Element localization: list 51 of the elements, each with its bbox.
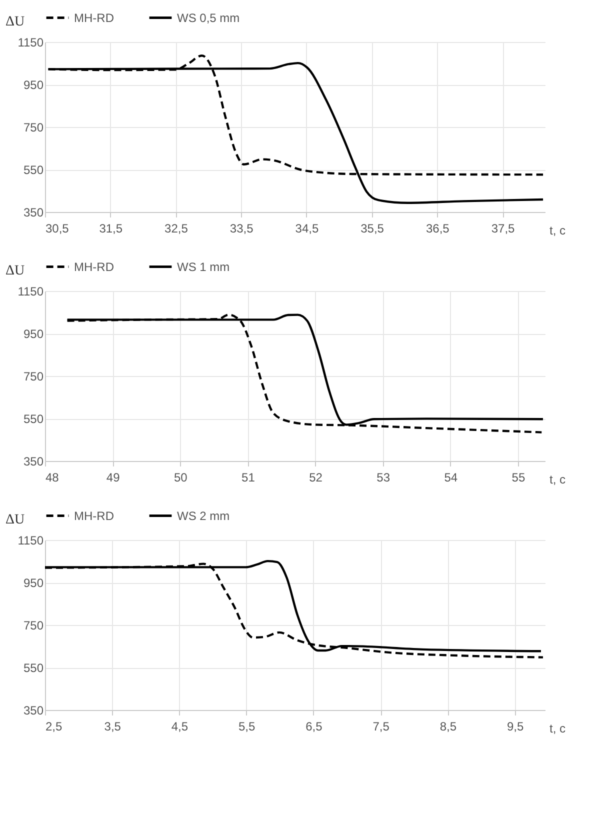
- x-tick-label: 3,5: [104, 720, 122, 734]
- x-tick-label: 51: [242, 470, 256, 484]
- x-tick-label: 6,5: [306, 720, 323, 734]
- y-tick-label: 950: [23, 78, 44, 92]
- y-tick-label: 550: [23, 661, 44, 675]
- legend-label: WS 2 mm: [177, 508, 230, 523]
- y-tick-label: 1150: [18, 534, 44, 548]
- x-tick-label: 36,5: [426, 222, 450, 236]
- y-tick-label: 950: [23, 327, 44, 341]
- x-tick-label: 34,5: [295, 222, 319, 236]
- x-tick-label: 37,5: [491, 222, 516, 236]
- x-tick-label: 55: [512, 470, 526, 484]
- x-tick-label: 54: [444, 470, 458, 484]
- x-tick-label: 33,5: [230, 222, 254, 236]
- x-tick-label: 48: [46, 470, 60, 484]
- x-tick-label: 52: [309, 470, 323, 484]
- x-tick-label: 35,5: [360, 222, 384, 236]
- legend-label: MH-RD: [74, 508, 114, 523]
- y-axis-title: ΔU: [6, 264, 25, 278]
- x-tick-label: 4,5: [171, 720, 188, 734]
- x-tick-label: 50: [174, 470, 188, 484]
- y-tick-label: 350: [23, 206, 44, 220]
- x-tick-label: 2,5: [46, 720, 63, 734]
- x-tick-label: 8,5: [440, 720, 457, 734]
- y-tick-label: 1150: [18, 284, 44, 298]
- legend-label: MH-RD: [74, 260, 114, 274]
- y-tick-label: 750: [23, 618, 44, 632]
- y-tick-label: 950: [23, 576, 44, 590]
- legend-label: WS 1 mm: [177, 260, 230, 274]
- legend-label: MH-RD: [74, 10, 114, 25]
- x-tick-label: 32,5: [164, 222, 188, 236]
- x-tick-label: 53: [376, 470, 390, 484]
- x-tick-label: 9,5: [506, 720, 524, 734]
- x-tick-label: 49: [106, 470, 120, 484]
- y-tick-label: 350: [23, 454, 44, 468]
- y-tick-label: 550: [23, 412, 44, 426]
- y-axis-title: ΔU: [6, 14, 25, 30]
- y-axis-title: ΔU: [6, 512, 25, 528]
- x-tick-label: 31,5: [99, 222, 123, 236]
- x-axis-title: t, c: [550, 224, 566, 238]
- x-tick-label: 30,5: [46, 222, 70, 236]
- legend-label: WS 0,5 mm: [177, 10, 240, 25]
- x-axis-title: t, c: [550, 472, 566, 486]
- y-tick-label: 550: [23, 163, 44, 177]
- y-tick-label: 750: [23, 120, 44, 134]
- y-tick-label: 1150: [18, 36, 44, 50]
- x-tick-label: 5,5: [238, 720, 256, 734]
- y-tick-label: 750: [23, 370, 44, 384]
- x-tick-label: 7,5: [372, 720, 390, 734]
- x-axis-title: t, c: [550, 722, 566, 736]
- y-tick-label: 350: [23, 704, 44, 718]
